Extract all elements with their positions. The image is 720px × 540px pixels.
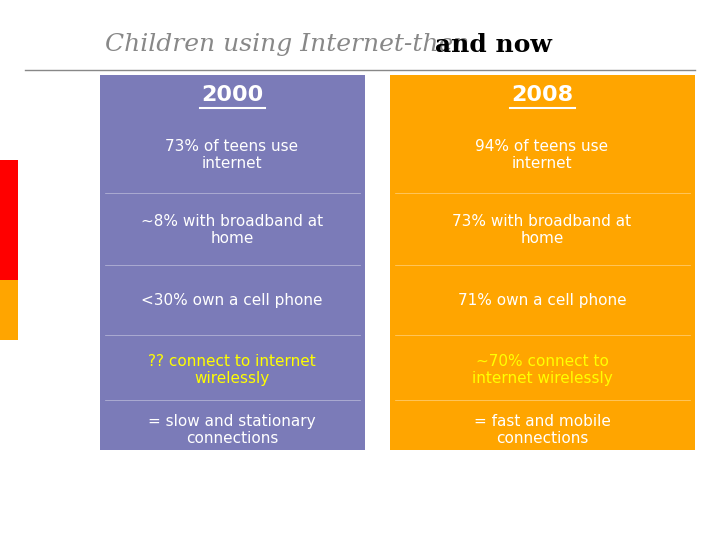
Text: ?? connect to internet
wirelessly: ?? connect to internet wirelessly — [148, 354, 316, 386]
Text: = fast and mobile
connections: = fast and mobile connections — [474, 414, 611, 446]
Text: and now: and now — [435, 33, 552, 57]
Bar — [390, 75, 695, 450]
Text: ~8% with broadband at
home: ~8% with broadband at home — [141, 214, 323, 246]
Text: 73% with broadband at
home: 73% with broadband at home — [452, 214, 631, 246]
Bar — [0, 190, 18, 340]
Bar — [0, 160, 18, 280]
Text: 73% of teens use
internet: 73% of teens use internet — [166, 139, 299, 171]
Text: <30% own a cell phone: <30% own a cell phone — [141, 293, 323, 307]
Text: Children using Internet-then: Children using Internet-then — [105, 33, 469, 57]
Text: ~70% connect to
internet wirelessly: ~70% connect to internet wirelessly — [472, 354, 613, 386]
Text: 2000: 2000 — [201, 85, 263, 105]
Text: 94% of teens use
internet: 94% of teens use internet — [475, 139, 608, 171]
Bar — [100, 75, 365, 450]
Text: 71% own a cell phone: 71% own a cell phone — [458, 293, 626, 307]
Text: = slow and stationary
connections: = slow and stationary connections — [148, 414, 316, 446]
Text: 2008: 2008 — [511, 85, 573, 105]
